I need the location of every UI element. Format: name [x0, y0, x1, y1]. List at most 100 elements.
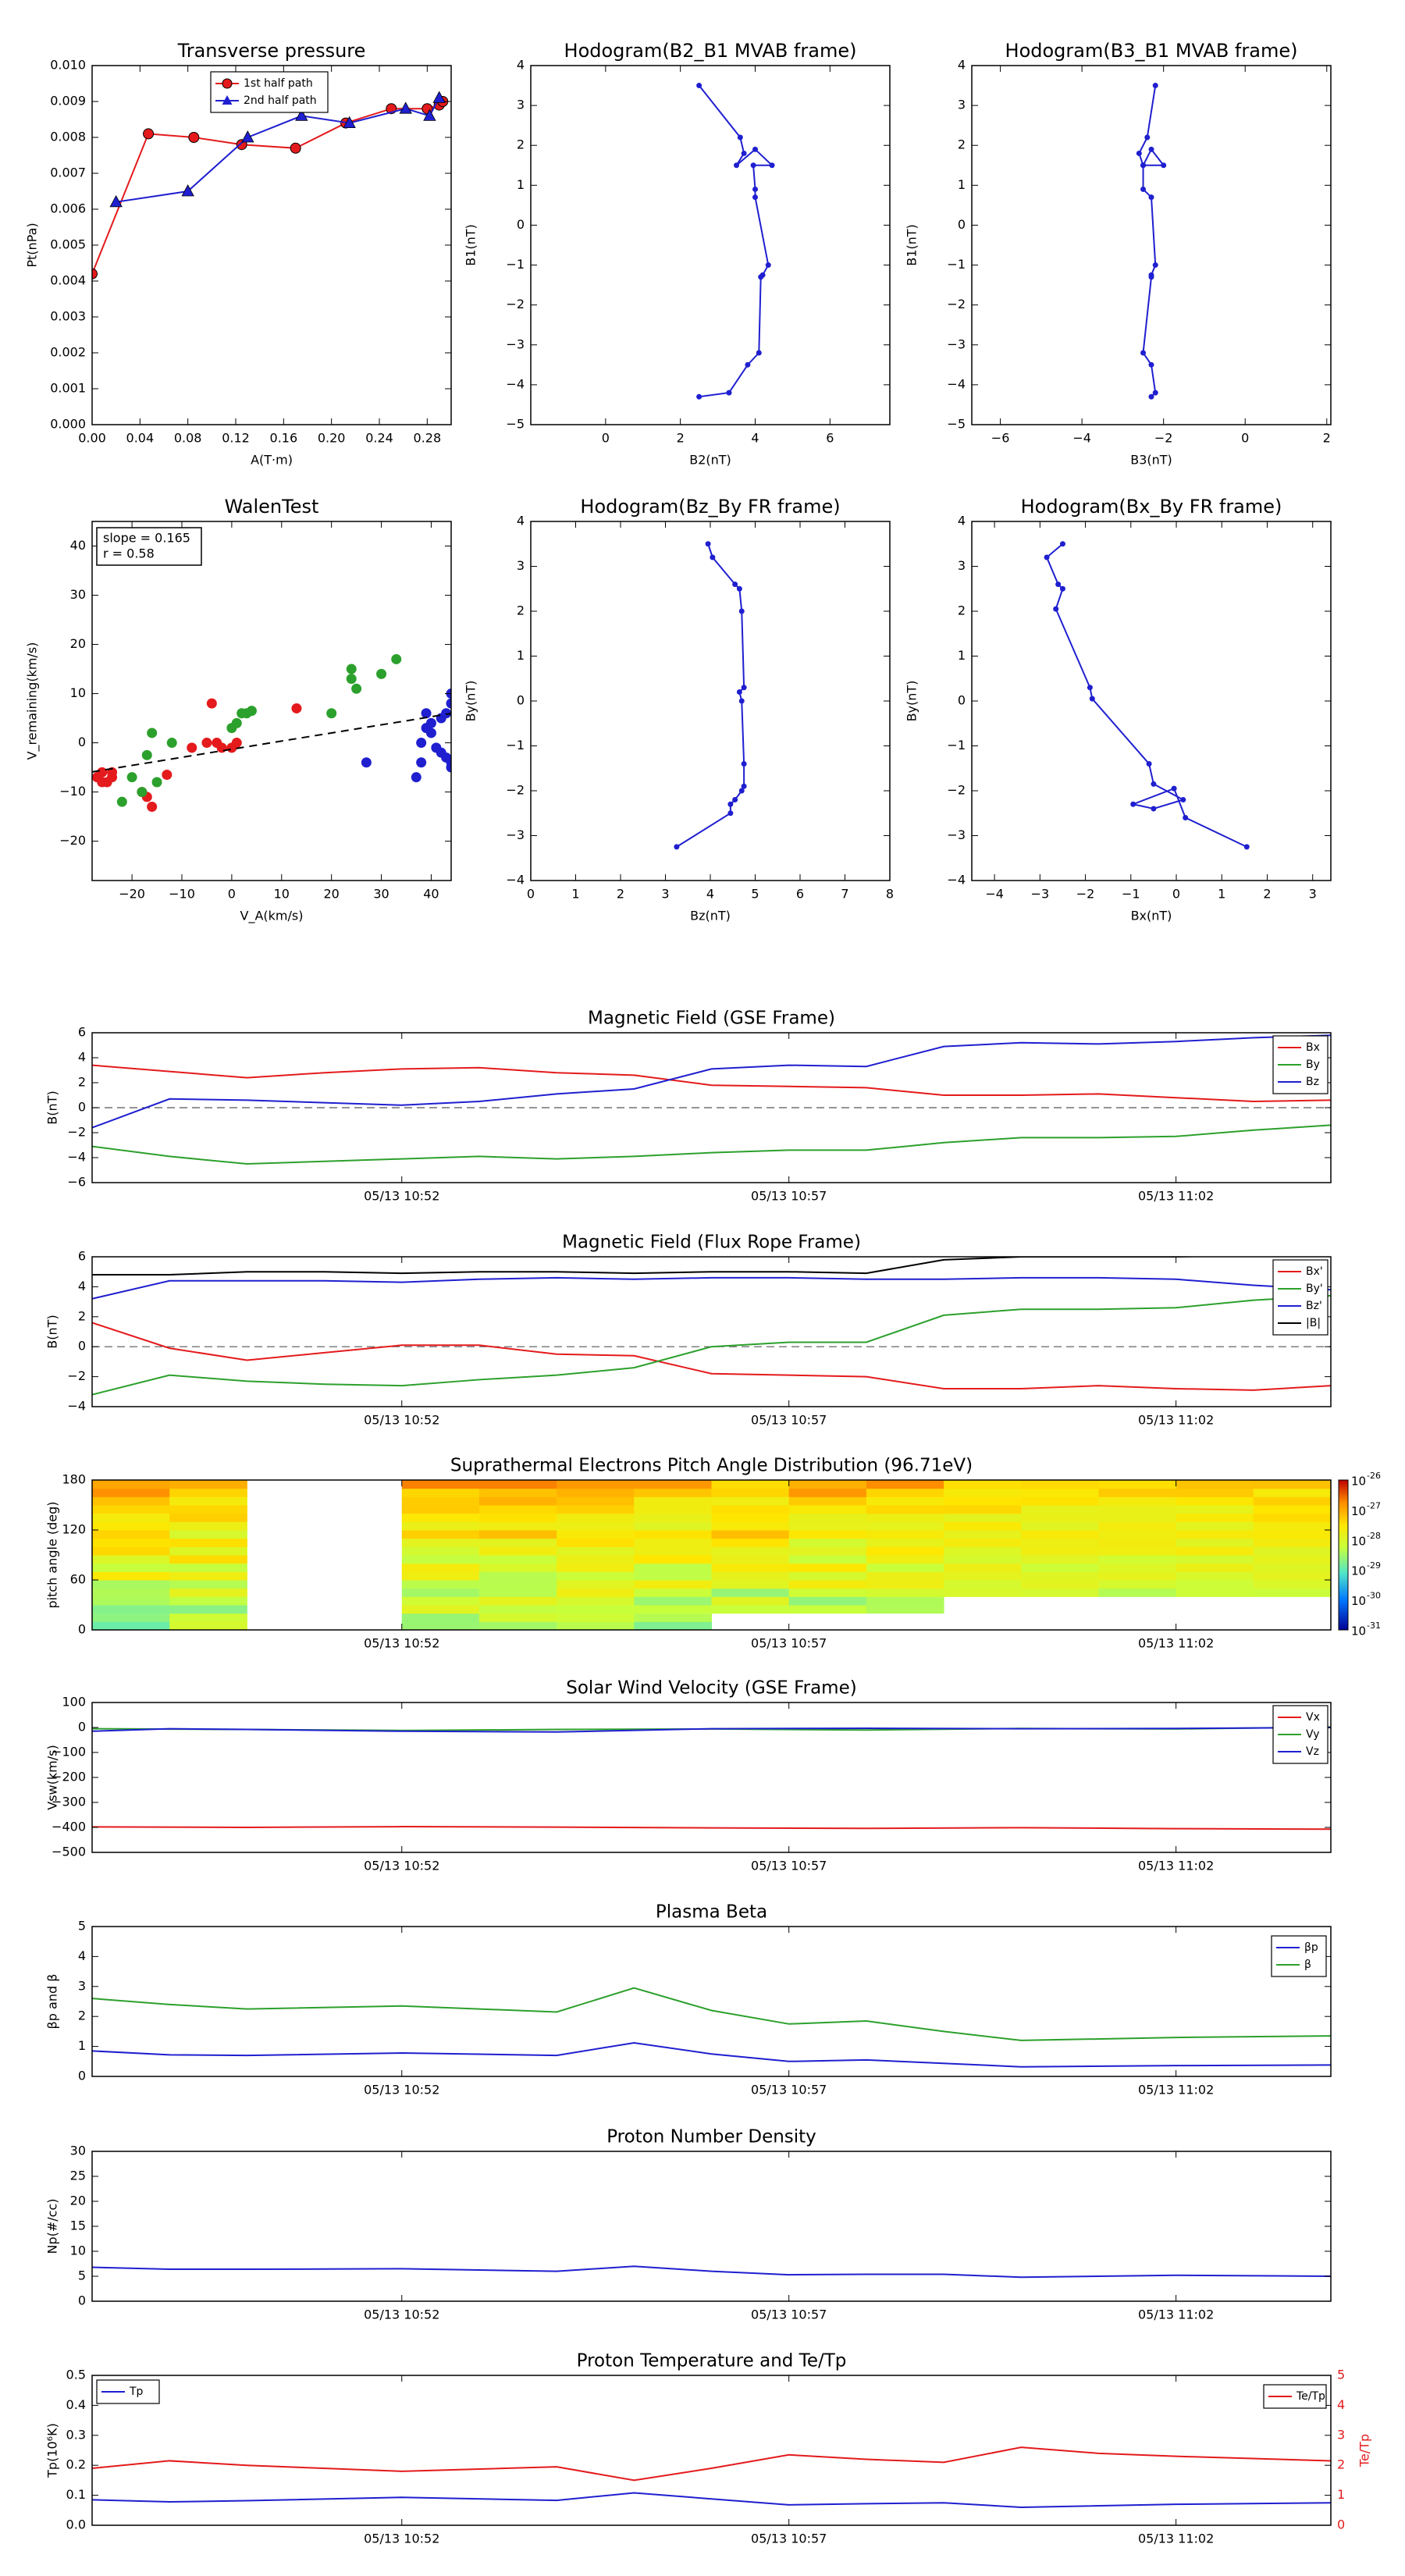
- pad-heat-cell: [92, 1605, 170, 1614]
- mag_gse-ytick-label: −6: [67, 1175, 86, 1190]
- vsw-panel: Solar Wind Velocity (GSE Frame) Vsw(km/s)…: [45, 1678, 1332, 1873]
- vsw-ytick-label: −500: [52, 1845, 86, 1859]
- hodo3-xtick-label: 7: [841, 887, 848, 902]
- pad-panel: Suprathermal Electrons Pitch Angle Distr…: [45, 1456, 1381, 1651]
- pad-heat-cell: [944, 1580, 1022, 1589]
- pad-heat-cell: [169, 1505, 247, 1514]
- hodo2-frame: [971, 65, 1332, 425]
- vsw-ylabel: Vsw(km/s): [45, 1745, 60, 1809]
- beta-xtick-label: 05/13 10:52: [364, 2083, 439, 2097]
- np-plot-area: [92, 2265, 1331, 2279]
- hodo3-point: [741, 685, 747, 691]
- tp-point: [423, 109, 436, 121]
- pad-heat-cell: [169, 1521, 247, 1531]
- hodo2-point: [1152, 262, 1158, 269]
- vsw-series-line-2: [92, 1727, 1331, 1733]
- pad-heat-cell: [866, 1505, 944, 1514]
- hodo2-xtick-label: −4: [1072, 431, 1091, 446]
- pad-heat-cell: [944, 1488, 1022, 1497]
- hodo3-panel: Hodogram(Bz_By FR frame) Bz(nT) By(nT) 0 1 2 3…: [464, 496, 895, 923]
- pad-heat-cell: [944, 1505, 1022, 1514]
- mag_fr-series-line-3: [92, 1257, 1217, 1276]
- pad-heat-cell: [557, 1546, 635, 1556]
- vsw-ytick-label: 0: [78, 1720, 86, 1735]
- hodo4-xlabel: Bx(nT): [1131, 909, 1172, 923]
- pad-heat-cell: [557, 1480, 635, 1489]
- hodo3-point: [710, 554, 716, 560]
- walen-point: [166, 738, 177, 749]
- pad-heat-cell: [711, 1563, 790, 1572]
- hodo1-point: [758, 274, 764, 280]
- pad-heat-cell: [169, 1530, 247, 1539]
- np-series-line-0: [92, 2265, 1331, 2279]
- pad-heat-cell: [634, 1588, 712, 1597]
- hodo4-ytick-label: −3: [947, 827, 966, 842]
- tp-legend-label: 2nd half path: [244, 94, 317, 107]
- pad-heat-cell: [92, 1596, 170, 1606]
- mag_gse-series-line-2: [92, 1034, 1331, 1129]
- walen-point: [416, 738, 427, 749]
- tp-legend-marker: [222, 78, 233, 89]
- walen-panel: WalenTest V_A(km/s) V_remaining(km/s) −20 −1…: [25, 496, 452, 924]
- pad-heat-cell: [944, 1513, 1022, 1522]
- pad-heat-cell: [401, 1488, 480, 1497]
- pad-heat-cell: [557, 1588, 635, 1597]
- hodo1-ytick-label: 3: [517, 98, 525, 112]
- hodo1-ytick-label: −5: [506, 417, 525, 432]
- pad-heat-cell: [634, 1546, 712, 1556]
- beta-ytick-label: 3: [78, 1978, 86, 1993]
- pad-heat-cell: [1021, 1496, 1099, 1506]
- mag_gse-legend-label: Bx: [1306, 1041, 1320, 1054]
- hodo4-point: [1059, 585, 1065, 592]
- pad-heat-cell: [944, 1496, 1022, 1506]
- mag_gse-legend-label: Bz: [1306, 1076, 1319, 1088]
- walen-xtick-label: −10: [169, 887, 195, 902]
- hodo1-panel: Hodogram(B2_B1 MVAB frame) B2(nT) B1(nT) 0 2…: [464, 40, 891, 468]
- pad-colorbar-exponent: -30: [1367, 1591, 1381, 1601]
- pad-heat-cell: [1098, 1580, 1177, 1589]
- tp-series-line-0: [92, 101, 443, 275]
- walen-point: [147, 728, 158, 738]
- pad-heat-cell: [1176, 1496, 1254, 1506]
- pad-heat-cell: [401, 1588, 480, 1597]
- pad-heat-cell: [169, 1480, 247, 1489]
- hodo3-point: [674, 844, 680, 850]
- mag_gse-ylabel: B(nT): [45, 1091, 60, 1124]
- pad-heat-cell: [711, 1505, 790, 1514]
- pad-heat-cell: [1098, 1505, 1177, 1514]
- pad-heat-cell: [788, 1530, 867, 1539]
- hodo3-xtick-label: 0: [527, 887, 535, 902]
- pad-heat-cell: [711, 1521, 790, 1531]
- pad-heat-cell: [1098, 1521, 1177, 1531]
- np-frame: [91, 2151, 1332, 2302]
- pad-heat-cell: [944, 1563, 1022, 1572]
- pad-heat-cell: [1098, 1496, 1177, 1506]
- hodo4-point: [1087, 685, 1093, 691]
- vsw-ytick-label: −200: [52, 1770, 86, 1784]
- hodo4-ytick-label: 3: [958, 558, 966, 573]
- walen-ylabel: V_remaining(km/s): [25, 642, 41, 760]
- pad-heat-cell: [169, 1588, 247, 1597]
- vsw-ytick-label: −100: [52, 1745, 86, 1759]
- tp-ylabel: Pt(nPa): [25, 222, 40, 267]
- pad-colorbar-label: 10: [1351, 1564, 1366, 1578]
- pad-heat-cell: [788, 1605, 867, 1614]
- walen-ytick-label: 30: [70, 587, 86, 602]
- walen-point: [446, 698, 451, 709]
- beta-title: Plasma Beta: [656, 1902, 767, 1923]
- pad-colorbar-exponent: -31: [1367, 1621, 1381, 1631]
- walen-annotation-box: [96, 527, 202, 566]
- pad-heat-cell: [634, 1496, 712, 1506]
- hodo1-point: [737, 134, 743, 141]
- hodo3-ytick-label: 3: [517, 558, 525, 573]
- pad-heat-cell: [557, 1621, 635, 1630]
- pad-heat-cell: [944, 1538, 1022, 1547]
- pad-heat-cell: [1176, 1521, 1254, 1531]
- pad-heat-cell: [711, 1530, 790, 1539]
- np-panel: Proton Number Density Np(#/cc) 05/13 10:52…: [45, 2127, 1332, 2322]
- walen-point: [361, 757, 372, 768]
- pad-heat-cell: [634, 1530, 712, 1539]
- walen-point: [231, 738, 242, 749]
- pad-heat-cell: [1253, 1563, 1331, 1572]
